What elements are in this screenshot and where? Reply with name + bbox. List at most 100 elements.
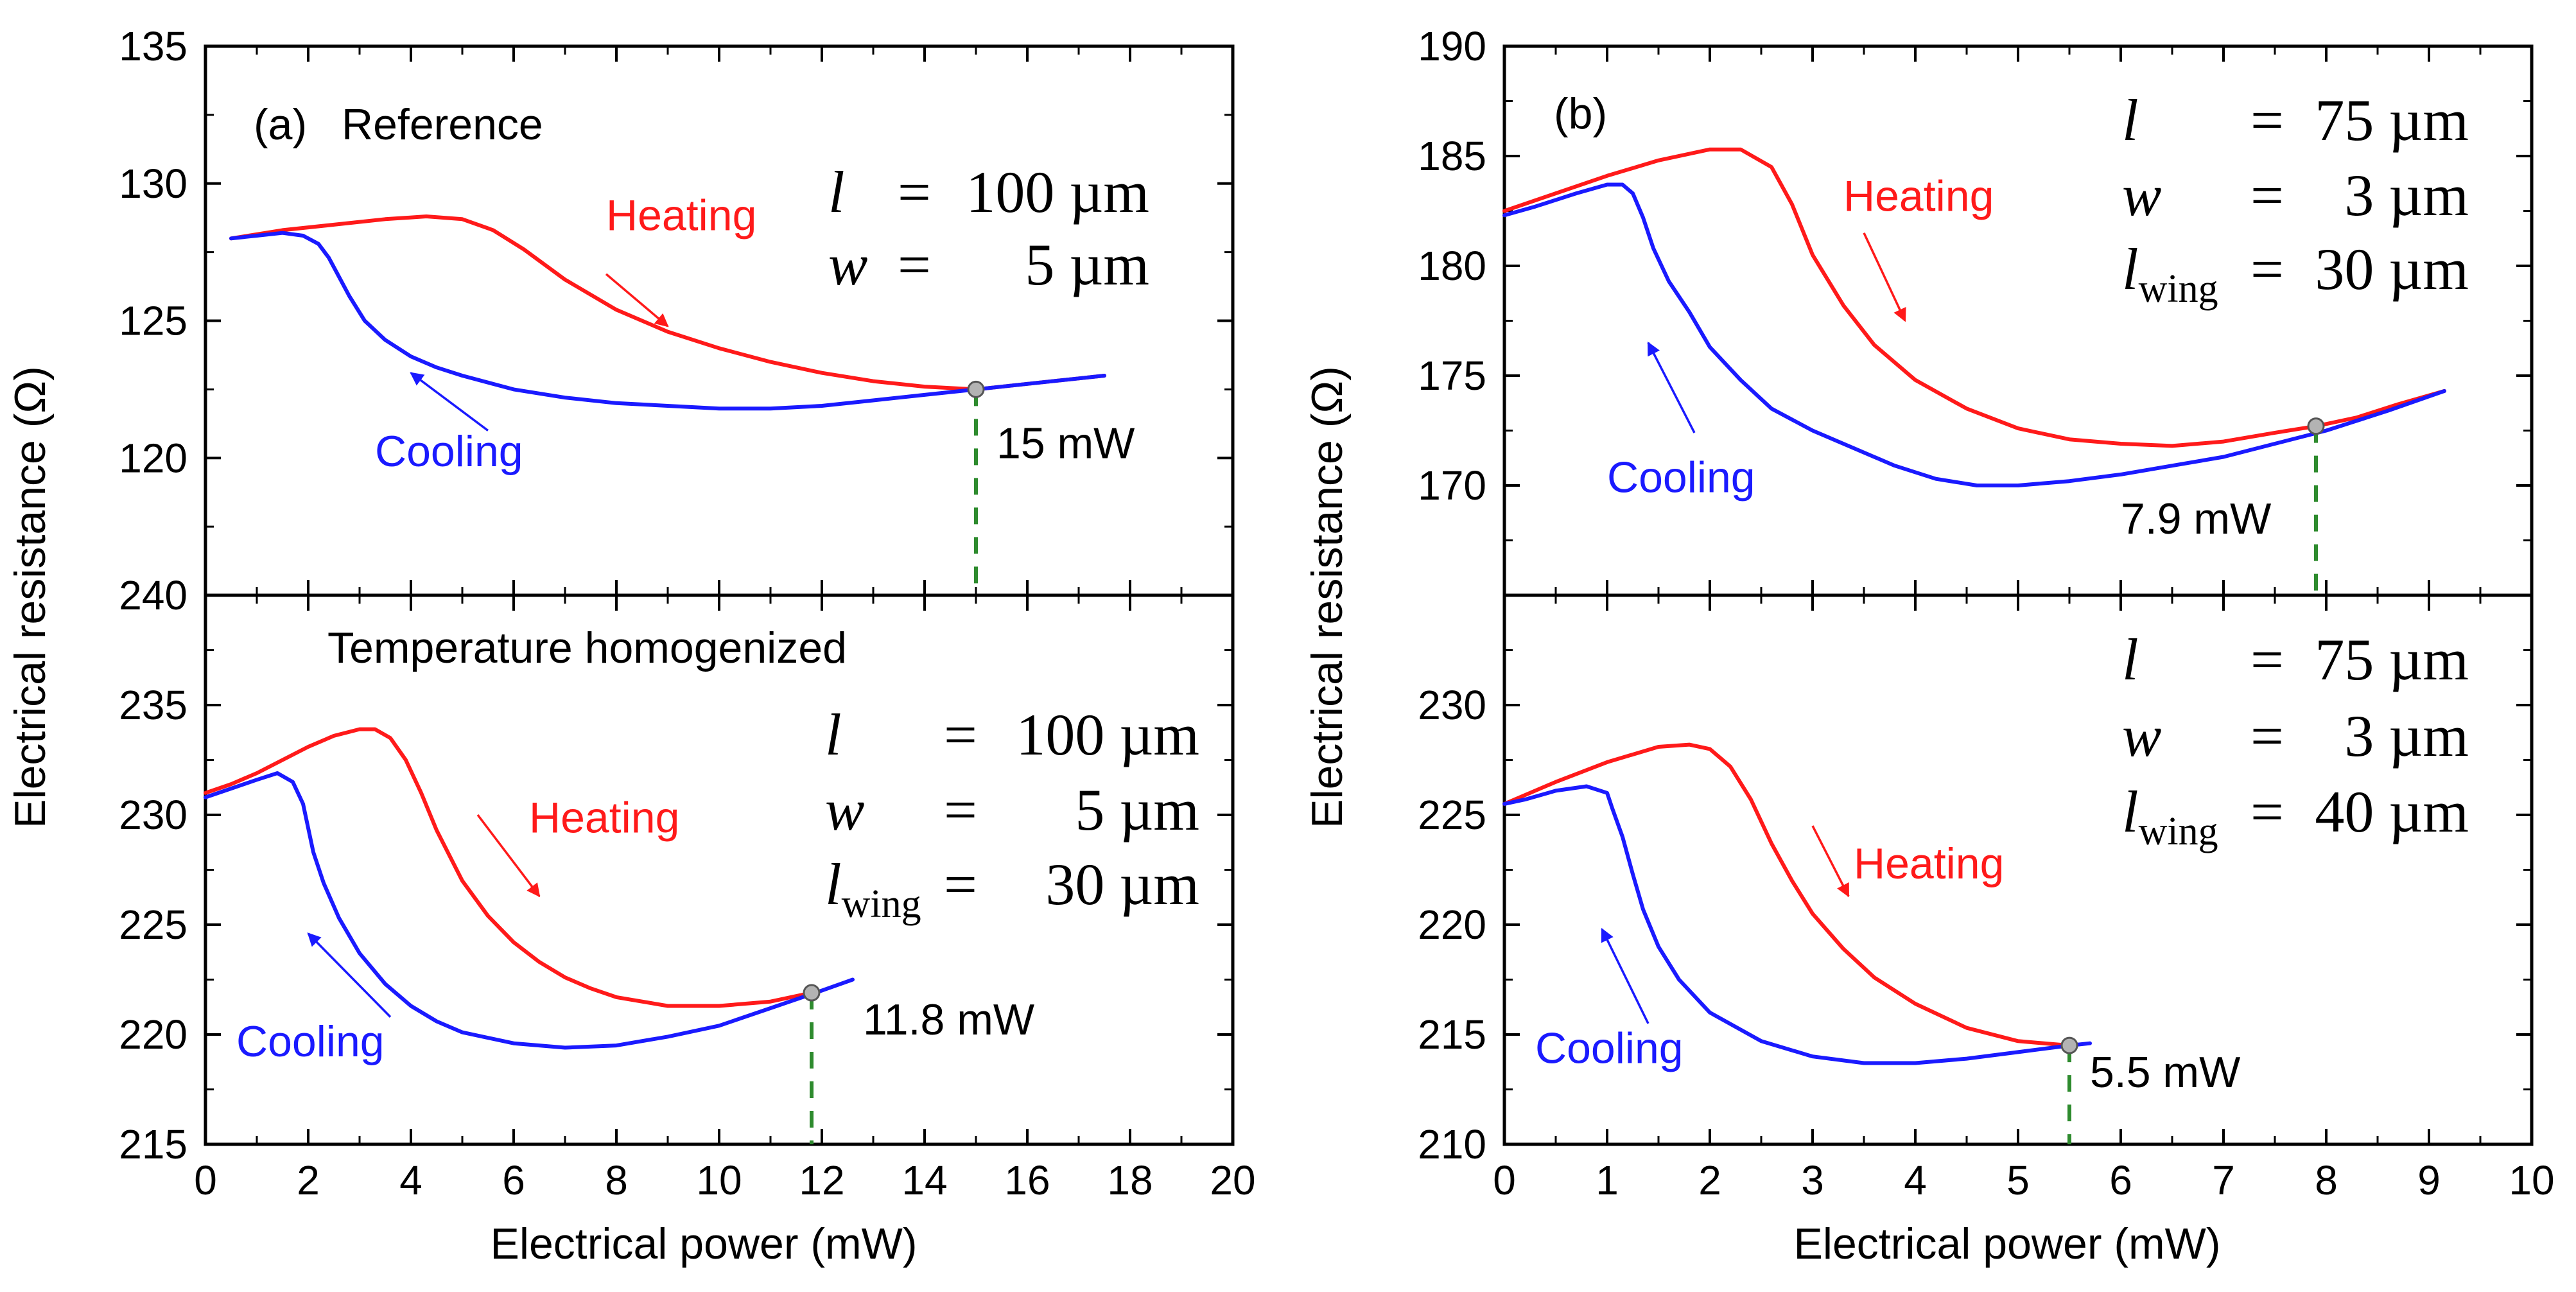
param-equals: =: [944, 851, 977, 917]
x-tick-label: 14: [901, 1157, 947, 1203]
param-equals: =: [2250, 627, 2284, 692]
y-axis-title-a: Electrical resistance (Ω): [6, 366, 55, 828]
y-tick-label: 235: [119, 682, 187, 728]
x-tick-label: 10: [696, 1157, 742, 1203]
parameter-block: l = 100 µm w = 5 µm lwing = 30 µm: [825, 702, 1199, 926]
axis-ticks: 120 125 130 135: [119, 23, 1234, 597]
param-value: 5 µm: [1025, 232, 1149, 297]
param-value: 40 µm: [2315, 779, 2469, 844]
x-tick-label: 0: [194, 1157, 217, 1203]
param-symbol: l: [828, 159, 845, 225]
param-equals: =: [2250, 703, 2284, 769]
threshold-label: 11.8 mW: [863, 995, 1034, 1044]
panel-label-a: (a): [254, 100, 307, 149]
x-tick-label: 0: [1493, 1157, 1516, 1203]
param-value: 100 µm: [1016, 702, 1199, 767]
x-tick-label: 1: [1596, 1157, 1619, 1203]
x-tick-label: 18: [1107, 1157, 1153, 1203]
x-tick-label: 8: [605, 1157, 628, 1203]
x-tick-label: 6: [502, 1157, 525, 1203]
param-equals: =: [2250, 236, 2284, 302]
data-layer: 7.9 mW Heating Cooling: [1502, 147, 2446, 595]
cooling-arrow: [1601, 927, 1649, 1024]
param-symbol: w: [825, 777, 864, 842]
panel-a-top: 120 125 130 135 (a) Reference l = 100 µm w …: [119, 23, 1235, 597]
threshold-label: 7.9 mW: [2121, 494, 2271, 543]
x-tick-label: 20: [1210, 1157, 1255, 1203]
param-value: 30 µm: [1045, 851, 1199, 917]
series-label-heating: Heating: [529, 793, 679, 842]
series-line-heating: [204, 727, 814, 1008]
y-tick-label: 180: [1418, 243, 1486, 289]
y-tick-label: 175: [1418, 353, 1486, 399]
param-symbol: l: [2122, 87, 2139, 153]
cooling-arrow: [410, 372, 489, 432]
series-line-heating: [1502, 742, 2071, 1048]
y-tick-label: 130: [119, 161, 187, 207]
x-tick-label: 9: [2417, 1157, 2441, 1203]
data-layer: 15 mW Heating Cooling: [229, 191, 1135, 595]
axis-ticks: 170 175 180 185 190: [1418, 23, 2533, 597]
parameter-block: l = 75 µm w = 3 µm lwing = 30 µm: [2122, 87, 2469, 311]
y-axis-title-b: Electrical resistance (Ω): [1303, 366, 1352, 828]
param-equals: =: [2250, 87, 2284, 153]
param-equals: =: [2250, 779, 2284, 844]
y-tick-label: 225: [1418, 792, 1486, 838]
y-tick-label: 240: [119, 572, 187, 618]
y-tick-label: 190: [1418, 23, 1486, 69]
parameter-block: l = 75 µm w = 3 µm lwing = 40 µm: [2122, 627, 2469, 853]
series-line-heating: [229, 214, 1106, 392]
param-value: 3 µm: [2344, 162, 2469, 228]
y-tick-label: 120: [119, 435, 187, 481]
panel-b-top: 170 175 180 185 190 (b) l = 75 µm w = 3 µm l…: [1418, 23, 2534, 597]
series-label-cooling: Cooling: [1535, 1024, 1684, 1072]
data-layer: 11.8 mW Heating Cooling: [204, 727, 1034, 1144]
series-line-cooling: [204, 771, 855, 1050]
axis-ticks: 0 2 4 6 8 10 12 14 16 18 20 215 220 225 230 235 240: [119, 572, 1255, 1203]
threshold-label: 5.5 mW: [2090, 1048, 2240, 1097]
x-tick-label: 6: [2109, 1157, 2132, 1203]
param-symbol: lwing: [825, 851, 921, 926]
param-value: 100 µm: [966, 159, 1149, 225]
heating-arrow: [476, 814, 541, 898]
param-equals: =: [944, 777, 977, 842]
threshold-marker: [803, 984, 821, 1002]
y-tick-label: 230: [119, 792, 187, 838]
heating-arrow: [1863, 232, 1906, 322]
x-tick-label: 5: [2006, 1157, 2030, 1203]
cooling-arrow: [1647, 341, 1696, 433]
x-tick-label: 4: [1904, 1157, 1927, 1203]
param-equals: =: [898, 232, 931, 297]
x-tick-label: 2: [1698, 1157, 1721, 1203]
threshold-label: 15 mW: [996, 419, 1135, 467]
x-tick-label: 16: [1004, 1157, 1050, 1203]
panel-b-bottom: 0 1 2 3 4 5 6 7 8 9 10 210 215 220 225 230 l = 75 µm w …: [1418, 593, 2555, 1203]
param-value: 5 µm: [1075, 777, 1199, 842]
y-tick-label: 220: [119, 1011, 187, 1058]
param-value: 75 µm: [2315, 87, 2469, 153]
panel-title-temperature-homogenized: Temperature homogenized: [327, 624, 847, 672]
y-tick-label: 220: [1418, 902, 1486, 948]
x-axis-title-a: Electrical power (mW): [491, 1219, 918, 1268]
heating-arrow: [1811, 825, 1850, 898]
x-tick-label: 4: [399, 1157, 422, 1203]
y-tick-label: 225: [119, 902, 187, 948]
param-value: 3 µm: [2344, 703, 2469, 769]
param-symbol: l: [2122, 627, 2139, 692]
param-equals: =: [944, 702, 977, 767]
series-label-cooling: Cooling: [236, 1017, 385, 1066]
threshold-marker: [2307, 417, 2325, 435]
x-tick-label: 12: [799, 1157, 844, 1203]
parameter-block: l = 100 µm w = 5 µm: [828, 159, 1149, 297]
y-tick-label: 125: [119, 298, 187, 344]
chart-column-b: Electrical resistance (Ω) Electrical pow…: [1303, 23, 2555, 1268]
series-line-heating: [1502, 147, 2446, 448]
y-tick-label: 185: [1418, 133, 1486, 179]
param-symbol: l: [825, 702, 842, 767]
panel-title-reference: Reference: [342, 100, 543, 149]
threshold-marker: [2060, 1036, 2078, 1054]
series-line-cooling: [229, 231, 1106, 411]
series-line-cooling: [1502, 182, 2446, 487]
series-line-cooling: [1502, 784, 2092, 1065]
x-tick-label: 10: [2509, 1157, 2554, 1203]
